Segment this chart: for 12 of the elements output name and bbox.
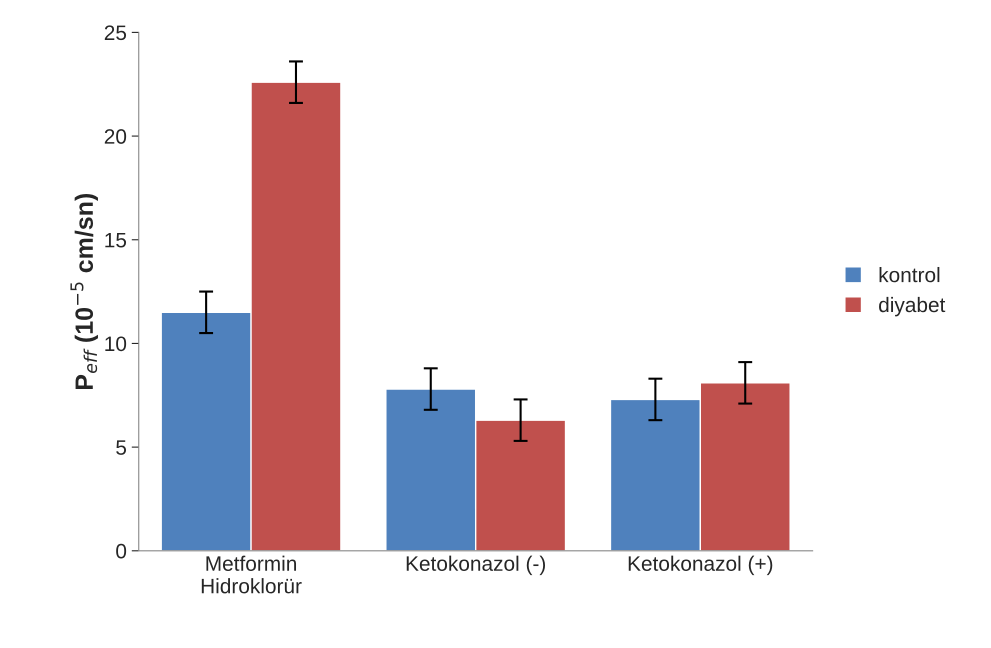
x-tick-label: Ketokonazol (+)	[628, 556, 772, 576]
x-tick-label: Ketokonazol (-)	[406, 556, 546, 576]
y-tick-label: 20	[104, 129, 126, 144]
y-tick-label: 15	[105, 232, 126, 248]
legend-label: kontrol	[880, 266, 940, 282]
x-tick-label: Metformin Hidroklorür	[202, 556, 302, 594]
y-tick-label: 5	[116, 440, 126, 455]
y-tick-label: 0	[116, 544, 126, 559]
legend-label: diyabet	[879, 296, 946, 316]
y-axis-title: P$_{eff}$ (10$^{−5}$ cm/sn)	[70, 194, 98, 390]
y-tick-label: 25	[104, 25, 126, 40]
y-tick-label: 10	[105, 336, 126, 352]
